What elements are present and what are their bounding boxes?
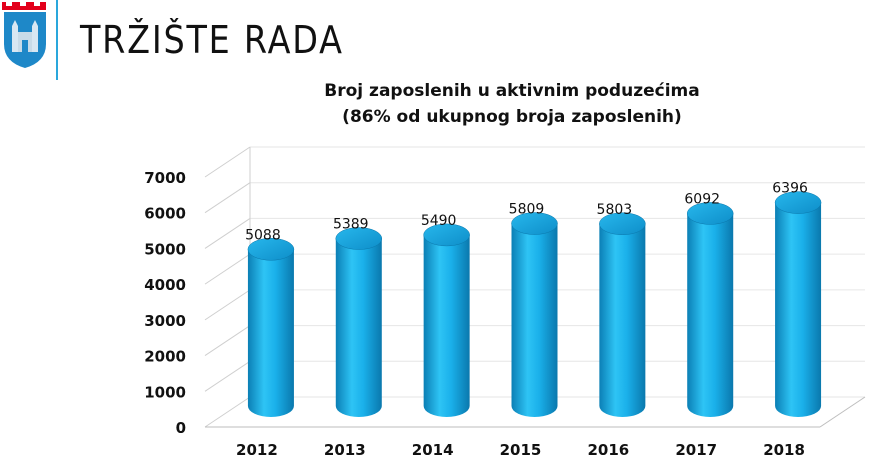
page-title: TRŽIŠTE RADA xyxy=(80,18,344,62)
y-tick-label: 5000 xyxy=(144,240,186,258)
bar-2015 xyxy=(511,212,558,417)
bar-2013 xyxy=(335,227,383,417)
data-label: 5809 xyxy=(509,202,545,218)
bar-body xyxy=(335,238,382,417)
bar-body xyxy=(511,223,558,417)
bar-cap xyxy=(247,238,295,261)
header-divider xyxy=(56,0,58,80)
gridline xyxy=(204,325,251,356)
bar-cap xyxy=(511,212,558,235)
gridline xyxy=(204,289,251,321)
x-tick-label: 2017 xyxy=(675,441,717,459)
gridline xyxy=(204,146,251,178)
data-label: 6092 xyxy=(684,191,720,207)
gridline xyxy=(204,253,251,285)
data-label: 5389 xyxy=(333,217,369,233)
bar-2016 xyxy=(599,212,646,417)
gridline xyxy=(204,218,251,249)
gridline xyxy=(204,360,251,392)
bar-cap xyxy=(686,202,734,225)
y-tick-label: 4000 xyxy=(144,276,186,294)
bar-cap xyxy=(774,191,822,214)
x-axis: 2012 2013 2014 2015 2016 2017 2018 xyxy=(236,441,805,459)
data-label: 6396 xyxy=(772,181,808,197)
coat-of-arms-icon xyxy=(0,0,50,80)
x-tick-label: 2015 xyxy=(500,441,542,459)
chart-subtitle: (86% od ukupnog broja zaposlenih) xyxy=(342,107,682,127)
bar-2014 xyxy=(423,223,470,417)
bar-cap xyxy=(599,212,646,235)
gridline xyxy=(204,396,251,428)
y-tick-label: 0 xyxy=(176,419,186,437)
data-labels: 5088 5389 5490 5809 5803 6092 6396 xyxy=(245,181,808,244)
x-tick-label: 2016 xyxy=(587,441,629,459)
y-tick-label: 2000 xyxy=(144,348,186,366)
bar-body xyxy=(687,213,734,417)
bar-body xyxy=(599,223,646,417)
bar-body xyxy=(247,249,294,417)
x-tick-label: 2012 xyxy=(236,441,278,459)
gridline xyxy=(204,182,251,214)
bar-body xyxy=(775,202,822,417)
data-label: 5803 xyxy=(597,202,633,218)
y-axis: 0 1000 2000 3000 4000 5000 6000 7000 xyxy=(144,169,186,437)
bar-cap xyxy=(335,227,383,250)
floor-side xyxy=(819,396,866,428)
chart-title: Broj zaposlenih u aktivnim poduzećima xyxy=(324,81,699,101)
y-tick-label: 3000 xyxy=(144,312,186,330)
y-tick-label: 1000 xyxy=(144,383,186,401)
bar-2017 xyxy=(686,202,734,417)
data-label: 5088 xyxy=(245,227,281,243)
x-tick-label: 2013 xyxy=(324,441,366,459)
y-tick-label: 6000 xyxy=(144,205,186,223)
x-tick-label: 2014 xyxy=(412,441,454,459)
y-tick-label: 7000 xyxy=(144,169,186,187)
bar-body xyxy=(423,234,470,417)
bar-2012 xyxy=(247,238,295,417)
x-tick-label: 2018 xyxy=(763,441,805,459)
data-label: 5490 xyxy=(421,213,457,229)
bar-2018 xyxy=(774,191,822,417)
bar-series xyxy=(247,191,822,417)
bar-cap xyxy=(423,223,470,247)
